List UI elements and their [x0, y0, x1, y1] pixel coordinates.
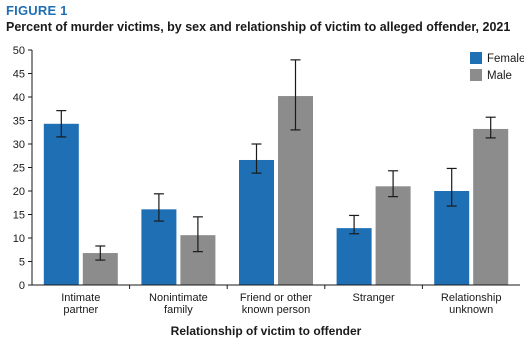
y-tick-label: 5: [19, 257, 25, 269]
x-axis: Intimate partner Nonintimate family Friend o…: [32, 284, 520, 316]
legend-label-male: Male: [487, 70, 512, 82]
y-tick-label: 50: [13, 45, 25, 57]
error-bars: [56, 59, 496, 261]
x-category-label: Relationship unknown: [441, 292, 502, 316]
y-tick-label: 40: [13, 92, 25, 104]
bar-female-1: [141, 209, 177, 285]
bar-male-4: [473, 128, 509, 285]
error-bar-male-3: [388, 170, 399, 198]
y-tick-label: 25: [13, 163, 25, 175]
y-tick-label: 30: [13, 139, 25, 151]
error-bar-male-0: [95, 245, 106, 261]
x-category-label: Nonintimate family: [149, 292, 208, 316]
legend: Female Male: [470, 52, 524, 82]
error-bar-female-0: [56, 110, 67, 138]
x-category-label: Friend or other known person: [240, 292, 312, 316]
error-bar-female-3: [349, 214, 360, 235]
chart-title: Percent of murder victims, by sex and re…: [6, 20, 511, 34]
bar-female-2: [239, 159, 274, 285]
bar-female-4: [434, 191, 470, 285]
error-bar-male-2: [290, 59, 301, 131]
error-bar-female-1: [153, 193, 164, 222]
y-tick-label: 15: [13, 210, 25, 222]
x-category-label: Intimate partner: [61, 292, 100, 316]
x-axis-title: Relationship of victim to offender: [171, 324, 362, 338]
y-tick-label: 0: [19, 280, 25, 292]
legend-swatch-male: [470, 69, 482, 81]
error-bar-male-4: [485, 116, 496, 139]
bar-male-3: [375, 186, 411, 285]
y-axis: 0 5 10 15 20 25 30 35 40 45 50: [13, 45, 33, 292]
x-category-label: Stranger: [352, 292, 395, 304]
y-tick-label: 35: [13, 116, 25, 128]
bar-female-3: [336, 228, 372, 285]
error-bar-female-2: [251, 143, 262, 174]
y-tick-label: 45: [13, 69, 25, 81]
legend-swatch-female: [470, 52, 482, 64]
bar-female-0: [43, 123, 79, 285]
figure-label: FIGURE 1: [6, 3, 68, 18]
error-bar-male-1: [192, 216, 203, 253]
bars: [43, 96, 509, 285]
legend-label-female: Female: [487, 53, 524, 65]
y-tick-label: 20: [13, 186, 25, 198]
error-bar-female-4: [446, 167, 457, 207]
y-tick-label: 10: [13, 233, 25, 245]
